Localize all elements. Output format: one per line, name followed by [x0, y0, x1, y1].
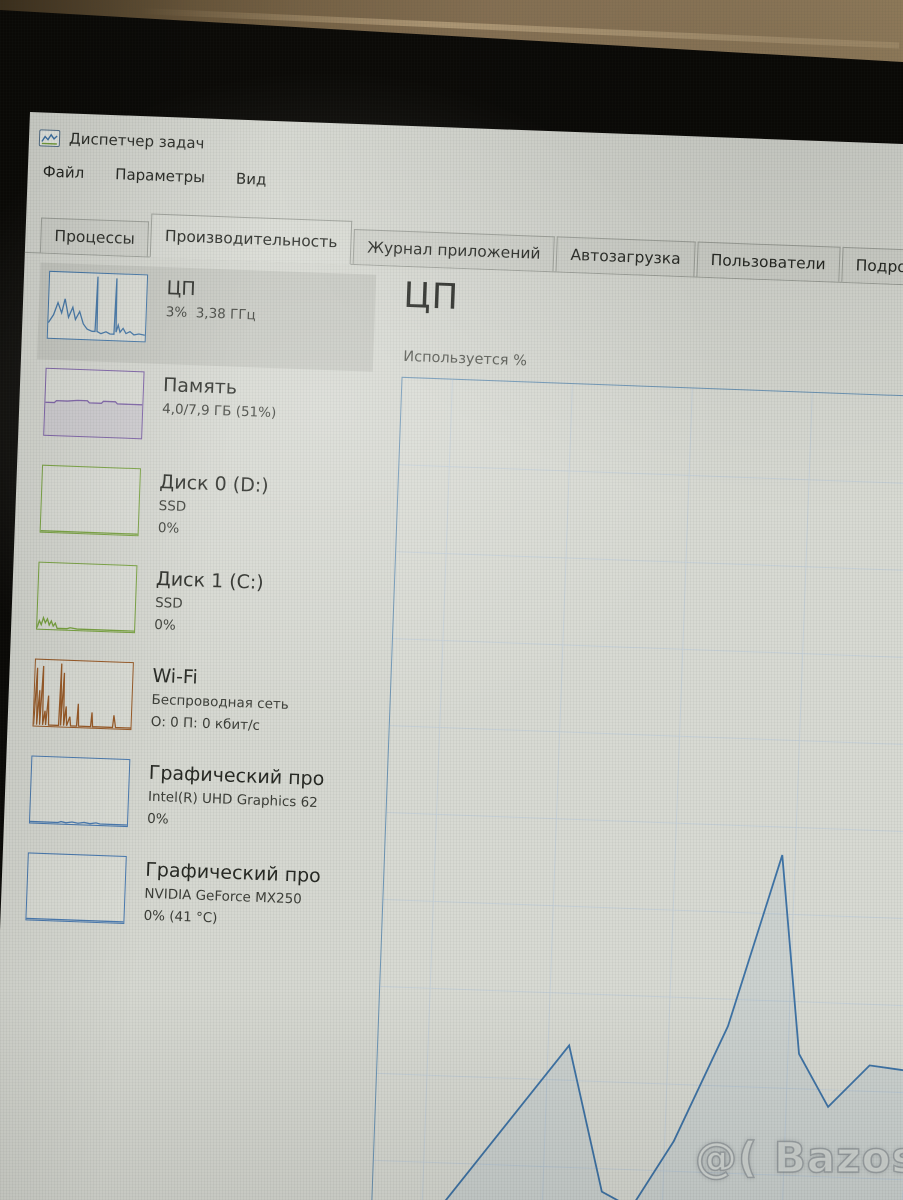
watermark: @( Bazos.cz	[694, 1132, 903, 1183]
sidebar-item-wifi[interactable]: Wi-Fi Беспроводная сеть О: 0 П: 0 кбит/с	[23, 650, 362, 759]
sidebar-item-memory-thumbnail	[43, 367, 145, 440]
cpu-usage-chart	[366, 376, 903, 1200]
laptop-screen: Диспетчер задач Файл Параметры Вид Процесс…	[0, 112, 903, 1200]
sidebar-item-gpu0-thumbnail	[28, 755, 131, 828]
performance-sidebar: ЦП 3% 3,38 ГГц Память 4,0/7,9 ГБ (51%) Диск …	[16, 262, 377, 953]
chart-axis-label: Используется %	[402, 348, 528, 370]
sidebar-item-disk1-text: Диск 1 (C:) SSD 0%	[154, 567, 361, 643]
sidebar-item-cpu[interactable]: ЦП 3% 3,38 ГГц	[36, 262, 377, 372]
tab-users[interactable]: Пользователи	[696, 241, 841, 282]
title-bar[interactable]: Диспетчер задач	[38, 125, 205, 155]
tab-startup[interactable]: Автозагрузка	[555, 236, 696, 277]
sidebar-item-disk1[interactable]: Диск 1 (C:) SSD 0%	[26, 553, 365, 662]
sidebar-item-cpu-thumbnail	[46, 270, 149, 343]
sidebar-item-wifi-thumbnail	[32, 658, 134, 731]
menu-options[interactable]: Параметры	[114, 165, 206, 187]
tab-performance[interactable]: Производительность	[150, 213, 353, 265]
tab-processes[interactable]: Процессы	[39, 217, 150, 257]
sidebar-item-gpu1[interactable]: Графический про NVIDIA GeForce MX250 0% (4…	[16, 844, 355, 953]
sidebar-item-disk0-thumbnail	[39, 464, 142, 537]
page-title: ЦП	[402, 275, 460, 318]
menu-file[interactable]: Файл	[42, 162, 85, 183]
sidebar-item-disk0[interactable]: Диск 0 (D:) SSD 0%	[30, 456, 369, 565]
sidebar-item-gpu0[interactable]: Графический про Intel(R) UHD Graphics 62 0…	[19, 747, 358, 856]
menu-bar: Файл Параметры Вид	[42, 163, 266, 189]
sidebar-item-wifi-text: Wi-Fi Беспроводная сеть О: 0 П: 0 кбит/с	[150, 664, 357, 740]
window-title: Диспетчер задач	[68, 129, 205, 153]
sidebar-item-gpu0-text: Графический про Intel(R) UHD Graphics 62 0…	[147, 761, 354, 837]
tab-details[interactable]: Подробности	[841, 246, 903, 287]
tab-app-history[interactable]: Журнал приложений	[352, 228, 556, 272]
menu-view[interactable]: Вид	[235, 169, 267, 189]
sidebar-item-disk0-text: Диск 0 (D:) SSD 0%	[157, 470, 364, 546]
sidebar-item-memory[interactable]: Память 4,0/7,9 ГБ (51%)	[33, 359, 372, 468]
sidebar-item-disk1-thumbnail	[36, 561, 138, 634]
sidebar-item-gpu1-thumbnail	[25, 852, 127, 925]
sidebar-item-memory-text: Память 4,0/7,9 ГБ (51%)	[162, 373, 369, 427]
sidebar-item-gpu1-text: Графический про NVIDIA GeForce MX250 0% (4…	[143, 858, 350, 934]
task-manager-icon	[38, 128, 61, 147]
sidebar-item-cpu-text: ЦП 3% 3,38 ГГц	[165, 276, 372, 330]
